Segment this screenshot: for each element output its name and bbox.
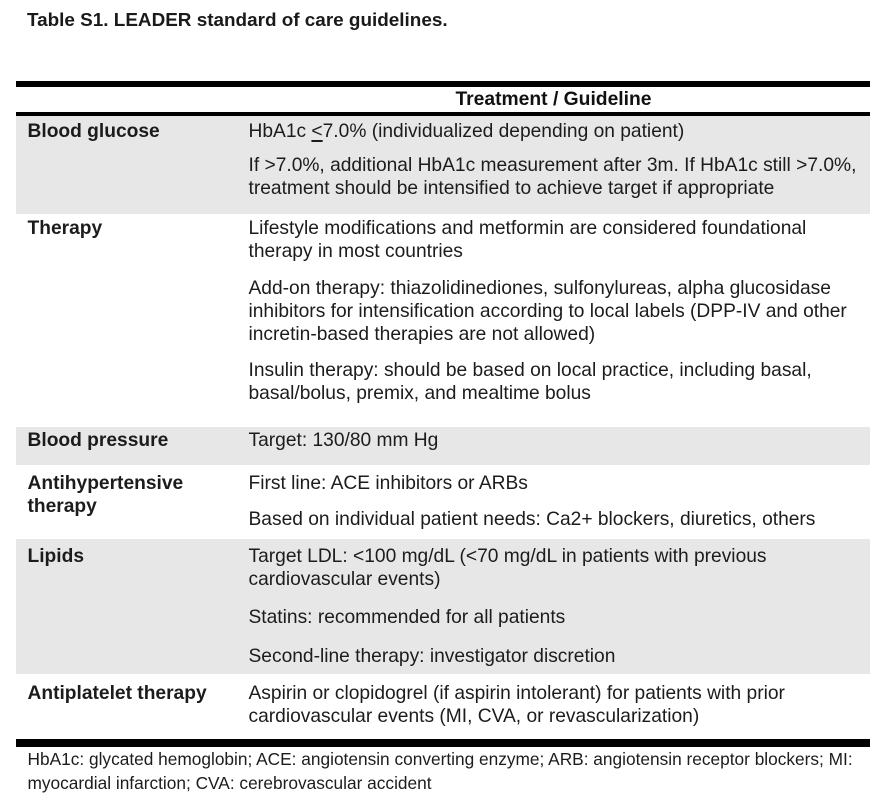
cell-paragraph: HbA1c <7.0% (individualized depending on… — [248, 120, 685, 142]
row-content: Aspirin or clopidogrel (if aspirin intol… — [237, 674, 870, 739]
row-label: Therapy — [27, 218, 103, 239]
row-label: Antihypertensive therapy — [27, 472, 184, 517]
table-row-antihypertensive-therapy: Antihypertensive therapy First line: ACE… — [16, 465, 870, 539]
cell-paragraph: Second-line therapy: investigator discre… — [248, 645, 616, 667]
row-label: Blood glucose — [27, 120, 160, 142]
table-footnote: HbA1c: glycated hemoglobin; ACE: angiote… — [27, 748, 853, 794]
table-body: Blood glucose HbA1c <7.0% (individualize… — [16, 116, 870, 739]
row-label: Blood pressure — [27, 429, 169, 451]
row-content: Target: 130/80 mm Hg — [237, 427, 870, 465]
cell-paragraph: Based on individual patient needs: Ca2+ … — [248, 508, 816, 530]
cell-paragraph: Target LDL: <100 mg/dL (<70 mg/dL in pat… — [248, 545, 767, 590]
row-content: Target LDL: <100 mg/dL (<70 mg/dL in pat… — [237, 539, 870, 674]
column-header-treatment-guideline: Treatment / Guideline — [455, 89, 652, 110]
cell-paragraph: Target: 130/80 mm Hg — [248, 429, 439, 451]
cell-paragraph: First line: ACE inhibitors or ARBs — [248, 472, 528, 494]
table-bottom-rule — [16, 738, 870, 747]
row-label: Antiplatelet therapy — [27, 682, 207, 704]
table-row-lipids: Lipids Target LDL: <100 mg/dL (<70 mg/dL… — [16, 538, 870, 674]
table-row-blood-glucose: Blood glucose HbA1c <7.0% (individualize… — [16, 116, 870, 214]
cell-paragraph: Lifestyle modifications and metformin ar… — [248, 218, 807, 262]
table-title: Table S1. LEADER standard of care guidel… — [27, 9, 448, 31]
table-top-rule — [16, 81, 870, 87]
table-row-antiplatelet-therapy: Antiplatelet therapy Aspirin or clopidog… — [16, 674, 870, 739]
row-content: Lifestyle modifications and metformin ar… — [237, 214, 870, 427]
cell-paragraph: Aspirin or clopidogrel (if aspirin intol… — [248, 682, 785, 727]
row-content: HbA1c <7.0% (individualized depending on… — [237, 116, 870, 214]
cell-paragraph: Add-on therapy: thiazolidinediones, sulf… — [248, 277, 847, 345]
header-divider-rule — [16, 111, 870, 116]
less-than-or-equal-mark: < — [311, 120, 323, 142]
cell-paragraph: Insulin therapy: should be based on loca… — [248, 360, 812, 404]
row-content: First line: ACE inhibitors or ARBs Based … — [237, 465, 870, 539]
row-label: Lipids — [27, 545, 85, 567]
guideline-table: Treatment / Guideline Blood glucose HbA1… — [16, 81, 870, 747]
table-row-therapy: Therapy Lifestyle modifications and metf… — [16, 214, 870, 427]
cell-paragraph: If >7.0%, additional HbA1c measurement a… — [248, 154, 857, 199]
cell-paragraph: Statins: recommended for all patients — [248, 607, 566, 628]
table-row-blood-pressure: Blood pressure Target: 130/80 mm Hg — [16, 426, 870, 465]
table-header-row: Treatment / Guideline — [16, 87, 870, 112]
